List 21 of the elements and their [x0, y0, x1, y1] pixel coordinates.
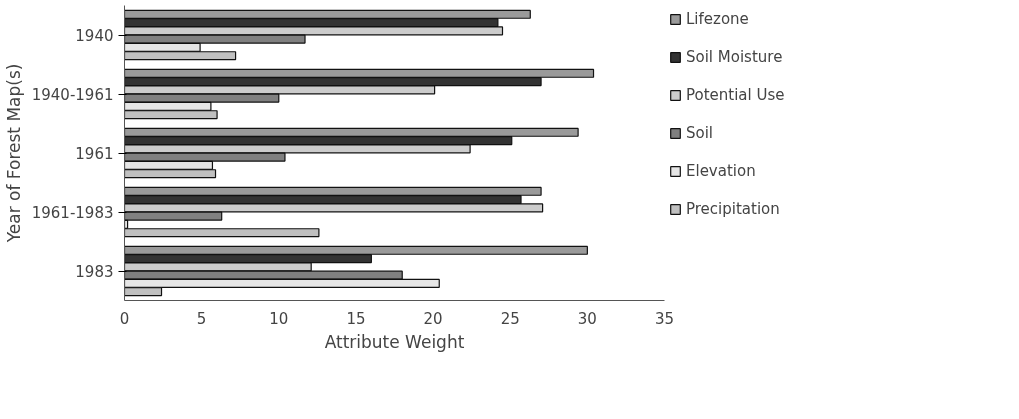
legend-label: Soil Moisture: [686, 48, 783, 66]
y-axis-title: Year of Forest Map(s): [3, 63, 24, 244]
legend-label: Lifezone: [686, 10, 749, 28]
x-tick-label: 0: [119, 309, 130, 328]
y-tick-label: 1940: [75, 27, 114, 45]
legend-label: Precipitation: [686, 200, 780, 218]
y-tick-label: 1961-1983: [31, 204, 114, 222]
x-tick-label: 5: [196, 309, 207, 328]
legend-label: Potential Use: [686, 86, 785, 104]
x-tick-label: 15: [346, 309, 366, 328]
y-tick-label: 1983: [75, 263, 114, 281]
legend-label: Elevation: [686, 162, 756, 180]
x-tick-label: 20: [423, 309, 443, 328]
y-tick-label: 1940-1961: [31, 86, 114, 104]
legend-label: Soil: [686, 124, 714, 142]
x-tick-label: 10: [269, 309, 289, 328]
x-tick-label: 35: [654, 309, 675, 328]
x-tick-label: 30: [577, 309, 597, 328]
x-tick-label: 25: [500, 309, 520, 328]
x-axis-title: Attribute Weight: [324, 331, 465, 352]
y-tick-label: 1961: [75, 145, 114, 163]
